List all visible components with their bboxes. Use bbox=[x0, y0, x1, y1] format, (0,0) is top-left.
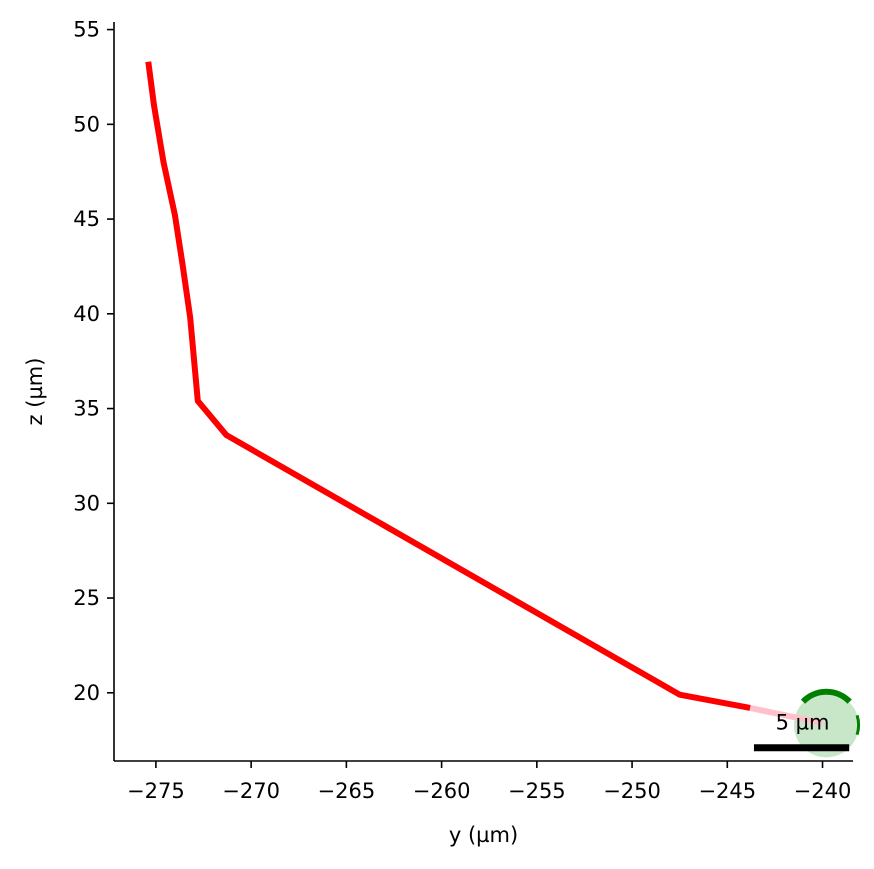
axes bbox=[113, 22, 853, 762]
y-tick-label: 55 bbox=[73, 18, 100, 42]
x-tick-label: −275 bbox=[127, 779, 185, 803]
y-axis-label: z (µm) bbox=[23, 358, 47, 426]
scale-bar-label: 5 µm bbox=[776, 711, 830, 735]
soma-edge-right bbox=[855, 714, 861, 736]
y-ticks: 20 25 30 35 40 45 50 55 bbox=[73, 18, 114, 705]
y-tick-label: 30 bbox=[73, 491, 100, 515]
x-tick-label: −255 bbox=[508, 779, 566, 803]
x-tick-label: −250 bbox=[603, 779, 661, 803]
y-tick-label: 45 bbox=[73, 207, 100, 231]
plot-area bbox=[145, 61, 861, 758]
soma-fill bbox=[793, 692, 859, 758]
x-axis-label: y (µm) bbox=[449, 823, 518, 847]
x-tick-label: −240 bbox=[794, 779, 852, 803]
series-line-0 bbox=[145, 61, 751, 711]
y-tick-label: 20 bbox=[73, 681, 100, 705]
y-tick-label: 25 bbox=[73, 586, 100, 610]
y-tick-label: 40 bbox=[73, 302, 100, 326]
x-tick-label: −270 bbox=[222, 779, 280, 803]
x-ticks: −275 −270 −265 −260 −255 −250 −245 −240 bbox=[127, 761, 851, 803]
x-tick-label: −245 bbox=[698, 779, 756, 803]
series-line-1 bbox=[749, 705, 824, 727]
y-tick-label: 50 bbox=[73, 112, 100, 136]
scale-bar-group: 5 µm bbox=[753, 711, 850, 752]
y-tick-label: 35 bbox=[73, 397, 100, 421]
x-tick-label: −260 bbox=[413, 779, 471, 803]
x-tick-label: −265 bbox=[318, 779, 376, 803]
soma-edge-top bbox=[800, 688, 852, 704]
